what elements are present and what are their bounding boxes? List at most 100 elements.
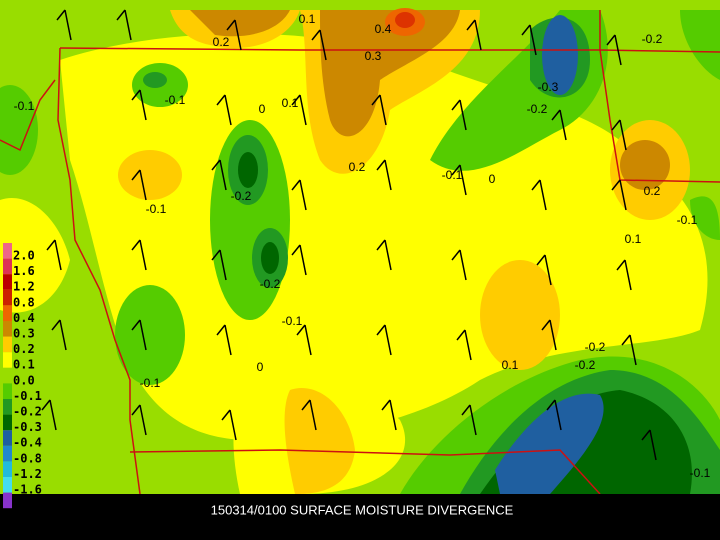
contour-region	[495, 393, 604, 494]
wind-barb-flag	[216, 324, 226, 336]
wind-barb-flag	[376, 159, 386, 171]
wind-barb-flag	[461, 404, 471, 416]
wind-barb-flag	[531, 179, 541, 191]
contour-region	[115, 285, 185, 385]
wind-barb-flag	[541, 319, 551, 331]
wind-barb-shaft	[559, 109, 567, 141]
legend-swatch	[3, 274, 12, 290]
legend-swatch	[3, 430, 12, 446]
legend-swatch	[3, 305, 12, 321]
contour-region	[143, 72, 167, 88]
wind-barb-flag	[451, 164, 461, 176]
wind-barb-flag	[131, 239, 141, 251]
legend-swatch	[3, 492, 12, 509]
contour-label: -0.2	[231, 189, 252, 203]
wind-barb-flag	[521, 24, 531, 36]
legend-swatch	[3, 477, 12, 493]
contour-label: -0.2	[260, 277, 281, 291]
wind-barb-shaft	[549, 319, 557, 351]
wind-barb-shaft	[529, 24, 537, 56]
wind-barb-flag	[451, 249, 461, 261]
wind-barb-shaft	[139, 404, 147, 436]
contour-label: 0.4	[375, 22, 392, 36]
contour-fills	[0, 8, 720, 494]
wind-barb-flag	[296, 324, 306, 336]
wind-barb-flag	[376, 324, 386, 336]
legend-label: 1.2	[13, 280, 35, 294]
map-title: 150314/0100 SURFACE MOISTURE DIVERGENCE	[211, 502, 514, 517]
legend-label: 0.4	[13, 311, 35, 325]
wind-barb-shaft	[384, 239, 392, 271]
contour-label: -0.1	[690, 466, 711, 480]
wind-barb-flag	[131, 89, 141, 101]
wind-barb-flag	[291, 244, 301, 256]
legend-swatch	[3, 383, 12, 399]
contour-label: -0.2	[575, 358, 596, 372]
wind-barb-flag	[311, 29, 321, 41]
wind-barb-flag	[56, 9, 66, 21]
contour-label: 0.3	[365, 49, 382, 63]
wind-barb-flag	[291, 179, 301, 191]
wind-barb-shaft	[459, 99, 467, 131]
contour-label: -0.1	[14, 99, 35, 113]
contour-region	[261, 242, 279, 274]
legend-label: 0.0	[13, 373, 35, 387]
wind-barb-shaft	[299, 244, 307, 276]
wind-barb-shaft	[469, 404, 477, 436]
wind-barb-flag	[291, 94, 301, 106]
wind-barb-flag	[456, 329, 466, 341]
wind-barb-shaft	[464, 329, 472, 361]
wind-barb-flag	[466, 19, 476, 31]
legend-swatch	[3, 367, 12, 384]
legend-swatch	[3, 461, 12, 477]
wind-barb-flag	[131, 404, 141, 416]
wind-barb-shaft	[619, 119, 627, 151]
contour-label: -0.1	[282, 314, 303, 328]
contour-label: 0	[489, 172, 496, 186]
contour-region	[320, 10, 460, 137]
wind-barb-flag	[371, 94, 381, 106]
wind-barb-shaft	[389, 399, 397, 431]
contour-label: -0.2	[642, 32, 663, 46]
contour-label: 0.1	[502, 358, 519, 372]
contour-region	[542, 15, 578, 95]
wind-barb-shaft	[304, 324, 312, 356]
legend-label: 0.3	[13, 327, 35, 341]
wind-barb-flag	[216, 94, 226, 106]
contour-label: 0.2	[644, 184, 661, 198]
footer-bar	[0, 494, 720, 540]
state-borders	[0, 10, 720, 495]
wind-barb-flag	[551, 109, 561, 121]
contour-region	[395, 12, 415, 28]
wind-barb-flag	[451, 99, 461, 111]
wind-barb-flag	[301, 399, 311, 411]
contour-label: 0	[257, 360, 264, 374]
border-line	[59, 47, 720, 53]
wind-barb-flag	[381, 399, 391, 411]
border-line	[129, 449, 601, 495]
wind-barb-flag	[641, 429, 651, 441]
wind-barb-shaft	[379, 94, 387, 126]
wind-barb-shaft	[649, 429, 657, 461]
contour-region	[620, 140, 670, 190]
wind-barb-shaft	[459, 164, 467, 196]
wind-barb-flag	[211, 249, 221, 261]
wind-barb-flag	[616, 259, 626, 271]
wind-barb-flag	[611, 179, 621, 191]
wind-barb-shaft	[139, 169, 147, 201]
contour-label: 0.1	[625, 232, 642, 246]
legend-swatch	[3, 336, 12, 353]
legend-label: 0.1	[13, 358, 35, 372]
wind-barb-shaft	[619, 179, 627, 211]
contour-label: 0	[259, 102, 266, 116]
legend-swatch	[3, 352, 12, 368]
legend-swatch	[3, 243, 12, 259]
wind-barb-shaft	[299, 94, 307, 126]
contour-label: -0.1	[165, 93, 186, 107]
legend-swatch	[3, 289, 12, 306]
wind-barb-flag	[546, 399, 556, 411]
contour-label: 0.1	[299, 12, 316, 26]
wind-barb-shaft	[59, 319, 67, 351]
